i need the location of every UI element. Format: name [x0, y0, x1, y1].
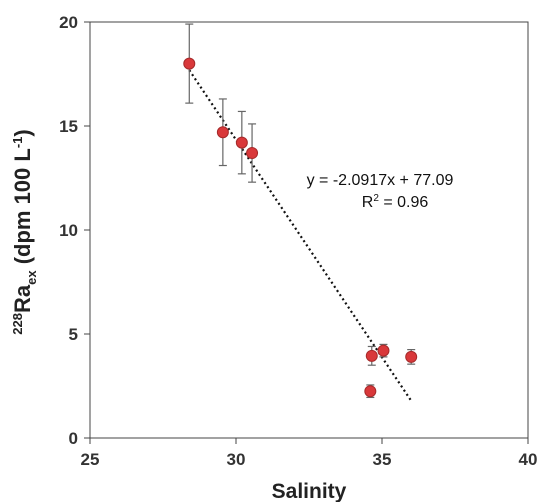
x-tick-label: 30 [227, 450, 246, 469]
data-point [364, 385, 377, 398]
trendline [188, 69, 413, 402]
data-point [365, 349, 378, 362]
data-point [405, 350, 418, 363]
x-tick-label: 35 [373, 450, 392, 469]
y-tick-label: 5 [69, 325, 78, 344]
x-tick-label: 25 [81, 450, 100, 469]
trendline-layer [188, 69, 413, 402]
data-point [235, 136, 248, 149]
r-squared-label: R2 = 0.96 [362, 193, 429, 211]
data-point [246, 147, 259, 160]
points-layer [183, 57, 418, 398]
y-tick-label: 0 [69, 429, 78, 448]
plot-area [89, 21, 529, 439]
data-point [216, 126, 229, 139]
y-tick-label: 20 [59, 13, 78, 32]
y-tick-label: 10 [59, 221, 78, 240]
y-tick-label: 15 [59, 117, 78, 136]
trendline-equation: y = -2.0917x + 77.09 [307, 172, 454, 189]
y-axis-title: 228Raex (dpm 100 L-1) [10, 129, 39, 334]
data-point [183, 57, 196, 70]
x-axis-title: Salinity [272, 480, 347, 502]
x-tick-label: 40 [519, 450, 538, 469]
ticks-layer: 25 30 35 40 0 5 10 15 20 [59, 13, 537, 469]
data-point [377, 344, 390, 357]
